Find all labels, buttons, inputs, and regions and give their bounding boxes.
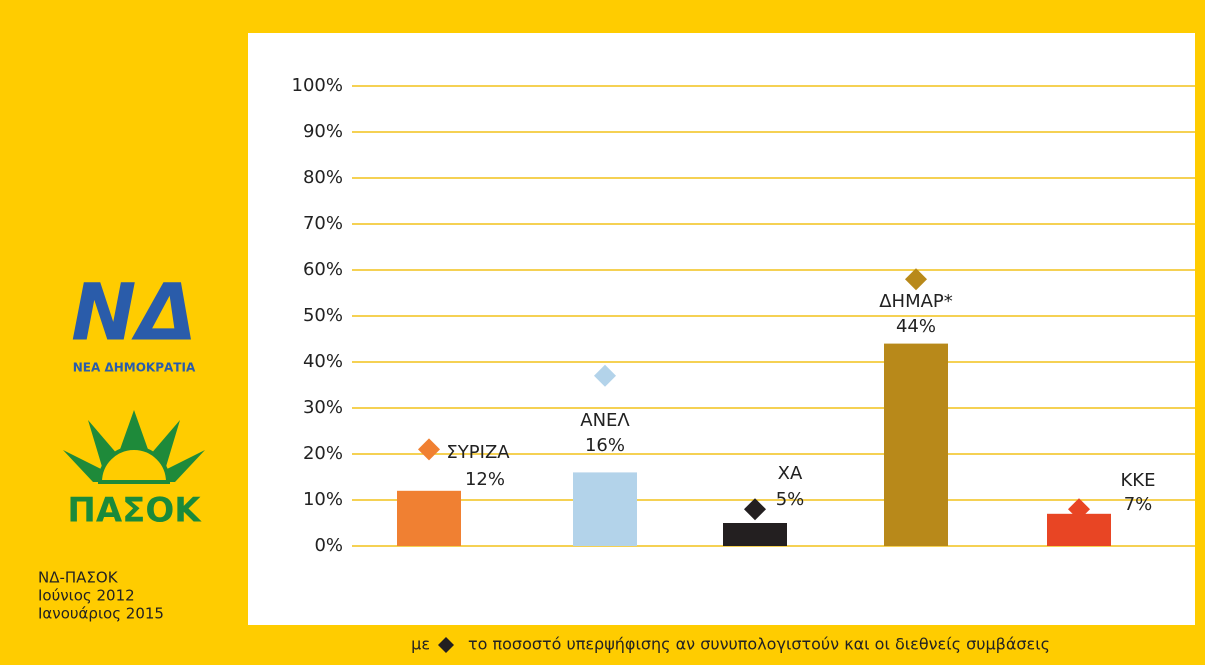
pasok-sun bbox=[63, 410, 205, 484]
y-tick-label: 70% bbox=[303, 213, 343, 234]
category-label: ΚΚΕ bbox=[1121, 470, 1156, 491]
category-label: ΧΑ bbox=[778, 463, 803, 484]
pasok-logo: ΠΑΣΟΚ bbox=[67, 491, 202, 531]
y-tick-label: 40% bbox=[303, 351, 343, 372]
y-tick-label: 100% bbox=[292, 75, 343, 96]
y-tick-label: 30% bbox=[303, 397, 343, 418]
bar bbox=[573, 472, 637, 546]
bar bbox=[884, 343, 948, 546]
marker bbox=[905, 268, 927, 291]
y-tick-label: 20% bbox=[303, 443, 343, 464]
caption: Ιούνιος 2012 bbox=[38, 587, 135, 605]
y-tick-label: 80% bbox=[303, 167, 343, 188]
y-tick-label: 0% bbox=[314, 535, 343, 556]
footnote: το ποσοστό υπερψήφισης αν συνυπολογιστού… bbox=[468, 635, 1050, 654]
marker bbox=[594, 364, 616, 387]
caption: ΝΔ-ΠΑΣΟΚ bbox=[38, 569, 119, 587]
value-label: 7% bbox=[1124, 494, 1153, 515]
caption: Ιανουάριος 2015 bbox=[38, 605, 164, 623]
nd-logo: ΝΔ bbox=[71, 268, 197, 358]
nd-logo-text: ΝΕΑ ΔΗΜΟΚΡΑΤΙΑ bbox=[73, 361, 196, 375]
y-tick-label: 90% bbox=[303, 121, 343, 142]
footnote: με bbox=[411, 635, 430, 654]
value-label: 5% bbox=[776, 489, 805, 510]
marker bbox=[1068, 498, 1090, 521]
bar bbox=[397, 490, 461, 546]
y-tick-label: 10% bbox=[303, 489, 343, 510]
y-tick-label: 60% bbox=[303, 259, 343, 280]
value-label: 16% bbox=[585, 435, 625, 456]
category-label: ΔΗΜΑΡ* bbox=[879, 291, 953, 312]
category-label: ΣΥΡΙΖΑ bbox=[446, 442, 510, 463]
marker bbox=[744, 498, 766, 521]
footnote-icon bbox=[438, 637, 454, 653]
value-label: 44% bbox=[896, 316, 936, 337]
category-label: ΑΝΕΛ bbox=[580, 410, 630, 431]
bar bbox=[723, 523, 787, 546]
y-tick-label: 50% bbox=[303, 305, 343, 326]
marker bbox=[418, 438, 440, 461]
value-label: 12% bbox=[465, 469, 505, 490]
